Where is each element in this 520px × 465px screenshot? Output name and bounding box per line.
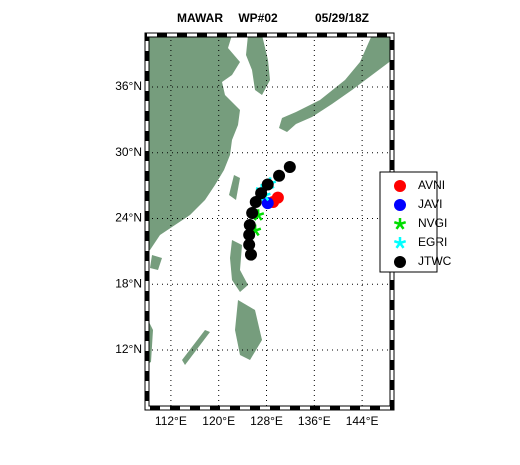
japan (279, 35, 392, 132)
legend-label: EGRI (418, 235, 447, 249)
circle-marker (243, 219, 256, 232)
mindanao (235, 300, 262, 360)
y-tick-label: 24°N (115, 211, 142, 225)
luzon (230, 240, 248, 292)
y-tick-label: 30°N (115, 145, 142, 159)
land (147, 35, 392, 365)
x-tick-label: 112°E (155, 414, 187, 428)
grid (147, 35, 392, 408)
storm-id: WP#02 (238, 11, 278, 25)
legend-label: NVGI (418, 216, 447, 230)
legend-label: AVNI (418, 178, 445, 192)
legend: AVNI JAVI NVGI EGRI JTWC (393, 178, 452, 268)
star-marker (252, 209, 265, 221)
circle-marker (243, 228, 256, 241)
storm-name: MAWAR (177, 11, 223, 25)
circle-marker (394, 180, 406, 192)
circle-marker (243, 238, 256, 251)
x-tick-label: 144°E (346, 414, 379, 428)
circle-marker (255, 187, 268, 200)
y-tick-label: 12°N (115, 342, 142, 356)
palawan (182, 330, 210, 365)
legend-box (379, 171, 438, 273)
x-tick-label: 136°E (298, 414, 331, 428)
tracks (243, 161, 296, 261)
frame-dash (145, 33, 394, 410)
korea (246, 35, 270, 95)
legend-label: JTWC (418, 254, 452, 268)
taiwan (229, 175, 240, 200)
circle-marker (394, 256, 406, 268)
circle-marker (273, 169, 286, 182)
axes: 112°E 120°E 128°E 136°E 144°E 12°N 18°N 24°N 30°… (115, 79, 378, 428)
circle-marker (244, 248, 257, 261)
x-tick-label: 128°E (250, 414, 283, 428)
circle-marker (394, 199, 406, 211)
circle-marker (261, 197, 274, 210)
star-marker (393, 237, 407, 249)
hainan (150, 255, 162, 270)
circle-marker (261, 178, 274, 191)
x-tick-label: 120°E (202, 414, 235, 428)
circle-marker (246, 207, 259, 220)
y-tick-label: 36°N (115, 79, 142, 93)
date-time: 05/29/18Z (315, 11, 369, 25)
circle-marker (249, 196, 262, 209)
legend-label: JAVI (418, 197, 442, 211)
circle-marker (283, 161, 296, 174)
mainland (147, 35, 240, 250)
circle-marker (271, 191, 284, 204)
y-tick-label: 18°N (115, 276, 142, 290)
star-marker (393, 218, 407, 230)
